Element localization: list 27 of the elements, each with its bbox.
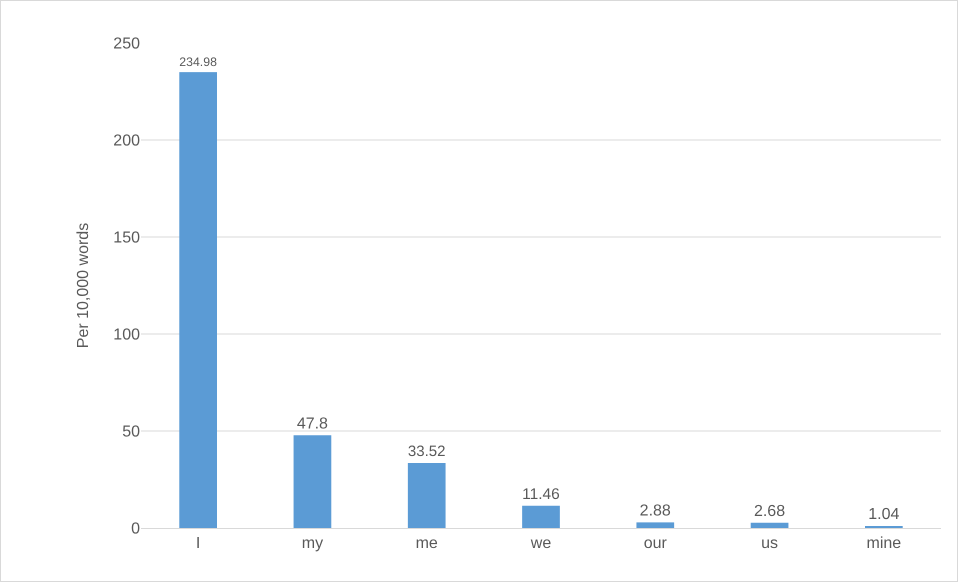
- bar: [636, 522, 674, 528]
- x-tick-label: I: [196, 535, 200, 552]
- data-label: 33.52: [408, 443, 446, 460]
- y-tick-label: 50: [122, 424, 140, 441]
- y-tick-label: 150: [113, 230, 140, 247]
- data-label: 234.98: [179, 55, 218, 70]
- bar: [522, 506, 560, 528]
- data-label: 11.46: [522, 486, 560, 503]
- data-label: 2.88: [640, 502, 671, 520]
- bar: [408, 462, 446, 528]
- bar: [294, 435, 332, 528]
- x-tick-label: my: [302, 535, 324, 552]
- y-axis-title: Per 10,000 words: [75, 222, 92, 348]
- y-tick-label: 250: [113, 36, 140, 53]
- bar: [179, 72, 217, 528]
- y-tick-label: 0: [131, 520, 140, 538]
- y-tick-label: 200: [113, 132, 140, 150]
- x-tick-label: us: [761, 535, 778, 552]
- data-label: 1.04: [868, 506, 900, 523]
- x-tick-label: our: [644, 535, 668, 552]
- y-tick-label: 100: [113, 326, 140, 344]
- bar: [750, 522, 788, 528]
- x-tick-label: me: [416, 535, 438, 552]
- data-label: 47.8: [296, 415, 328, 432]
- x-tick-label: mine: [866, 535, 902, 552]
- x-tick-label: we: [530, 535, 552, 552]
- data-label: 2.68: [754, 502, 786, 520]
